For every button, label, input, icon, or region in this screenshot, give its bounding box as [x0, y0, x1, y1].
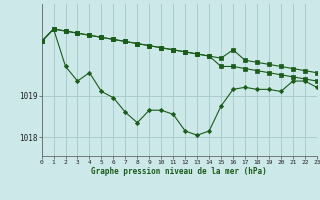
X-axis label: Graphe pression niveau de la mer (hPa): Graphe pression niveau de la mer (hPa): [91, 167, 267, 176]
